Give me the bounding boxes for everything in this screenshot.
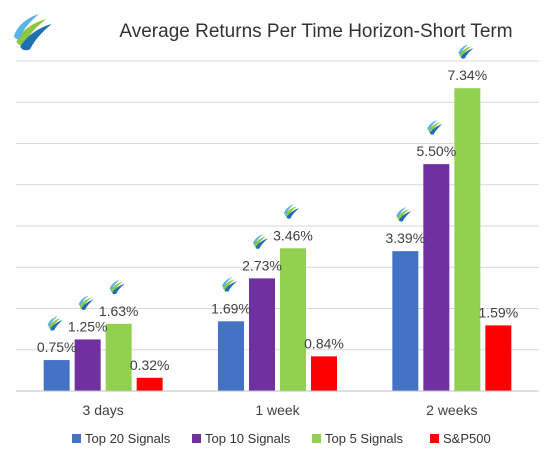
bar (218, 321, 244, 391)
bar (392, 251, 419, 391)
legend-item: S&P500 (430, 431, 491, 446)
legend-item: Top 5 Signals (312, 431, 404, 446)
bar (43, 360, 70, 391)
legend-swatch (312, 434, 321, 443)
data-label: 1.59% (478, 304, 518, 320)
bar-logo-icon (396, 207, 412, 222)
data-label: 3.46% (273, 227, 313, 243)
bar (74, 339, 101, 391)
x-tick-label: 1 week (255, 402, 300, 418)
bar-logo-icon (458, 44, 474, 59)
legend-swatch (192, 434, 201, 443)
bar-logo-icon (222, 277, 237, 292)
data-label: 1.25% (68, 318, 108, 334)
gridlines (16, 60, 539, 351)
bars (43, 88, 512, 391)
x-axis: 3 days 1 week 2 weeks (16, 390, 539, 418)
data-label: 0.75% (37, 339, 77, 355)
data-label: 0.84% (304, 335, 344, 351)
legend-label: Top 20 Signals (85, 431, 171, 446)
legend-swatch (72, 434, 81, 443)
chart-title: Average Returns Per Time Horizon-Short T… (119, 21, 512, 42)
legend-swatch (430, 434, 439, 443)
bar (105, 323, 132, 391)
bar-logo-icon (47, 316, 63, 331)
data-label: 3.39% (385, 230, 425, 246)
bar (311, 356, 337, 391)
legend: Top 20 Signals Top 10 Signals Top 5 Signal… (72, 431, 491, 446)
brand-logo (14, 14, 52, 51)
bar-logo-icon (253, 234, 268, 249)
bar-logo-icon (284, 204, 299, 219)
data-label: 5.50% (416, 143, 456, 159)
bar-logo-icon (427, 120, 443, 135)
data-label: 0.32% (130, 357, 170, 373)
legend-label: Top 10 Signals (205, 431, 291, 446)
bar (423, 164, 450, 391)
bar (485, 325, 512, 391)
data-label: 1.63% (99, 303, 139, 319)
brand-logo-icon (14, 14, 52, 51)
bar-logo-icon (109, 279, 125, 295)
legend-label: Top 5 Signals (325, 431, 404, 446)
data-label: 7.34% (447, 67, 487, 83)
data-label: 1.69% (211, 300, 251, 316)
bar-logo-marks (47, 44, 474, 331)
bar (454, 88, 481, 391)
bar (249, 278, 275, 391)
bar-logo-icon (78, 295, 94, 310)
x-tick-label: 2 weeks (426, 402, 477, 418)
legend-label: S&P500 (443, 431, 491, 446)
bar (136, 377, 163, 391)
bar (280, 248, 306, 391)
legend-item: Top 20 Signals (72, 431, 171, 446)
data-label: 2.73% (242, 257, 282, 273)
legend-item: Top 10 Signals (192, 431, 291, 446)
data-labels: 0.75% 1.25%1.63% 0.32% 1.69% 2.73% 3.46% 0.84%… (37, 67, 518, 373)
x-tick-label: 3 days (83, 402, 124, 418)
